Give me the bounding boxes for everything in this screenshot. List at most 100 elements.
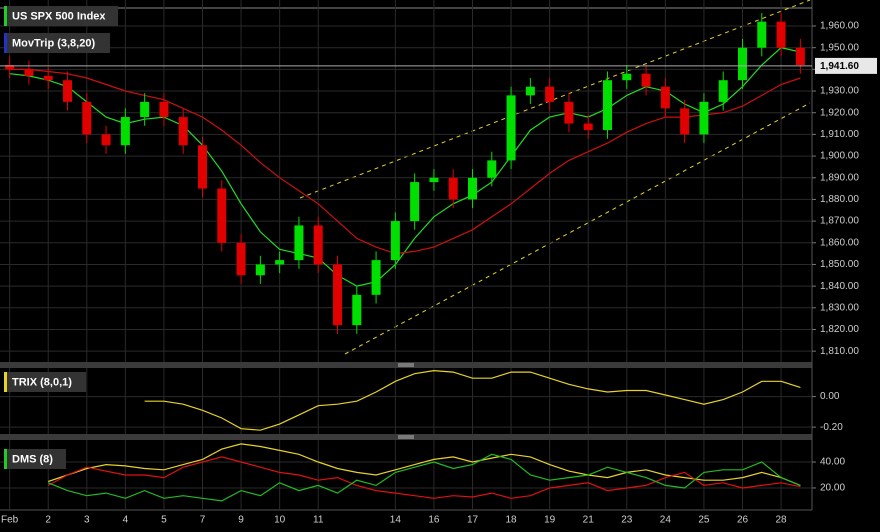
x-tick-label: 4: [123, 515, 129, 526]
line: [9, 68, 801, 255]
legend: US SPX 500 Index MovTrip (3,8,20) TRIX (…: [4, 6, 118, 469]
x-tick-label: 11: [313, 515, 324, 526]
legend-marker: [4, 33, 7, 53]
candle-body: [24, 69, 34, 76]
legend-marker: [4, 449, 7, 469]
candle-body: [159, 101, 169, 118]
y-tick-label: 20.00: [820, 483, 845, 494]
candle-body: [101, 134, 111, 146]
candle-body: [410, 182, 420, 222]
x-tick-label: 19: [544, 515, 556, 526]
y-tick-label: 1,960.00: [820, 21, 859, 32]
x-tick-label: 5: [161, 515, 167, 526]
candle-body: [545, 86, 555, 102]
candle-body: [390, 221, 400, 261]
candle-body: [255, 264, 265, 276]
legend-label: US SPX 500 Index: [12, 10, 106, 22]
legend-marker: [4, 372, 7, 392]
x-tick-label: 3: [84, 515, 90, 526]
candle-body: [236, 242, 246, 276]
channel-line: [344, 102, 811, 355]
y-tick-label: 1,890.00: [820, 172, 859, 183]
line: [47, 453, 801, 502]
candle-body: [198, 145, 207, 189]
candle-body: [43, 75, 53, 81]
resize-handle[interactable]: [398, 363, 414, 439]
candle-body: [448, 177, 458, 200]
candle-body: [294, 225, 304, 261]
y-tick-label: 1,820.00: [820, 324, 859, 335]
y-tick-label: 1,910.00: [820, 129, 859, 140]
x-tick-label: 9: [238, 515, 244, 526]
candle-body: [699, 101, 709, 135]
x-tick-label: 7: [200, 515, 206, 526]
x-tick-label: 18: [506, 515, 518, 526]
panel-divider: [0, 434, 812, 440]
candle-body: [333, 264, 342, 326]
legend-box: [4, 449, 66, 469]
y-tick-label: -0.20: [820, 422, 843, 433]
candle-body: [564, 101, 574, 124]
candle-body: [795, 47, 805, 66]
candle-body: [738, 47, 747, 81]
y-tick-label: 40.00: [820, 457, 845, 468]
legend-box: [4, 33, 110, 53]
candle-body: [583, 123, 593, 131]
x-tick-label: 28: [776, 515, 788, 526]
candle-body: [506, 95, 516, 161]
candle-body: [468, 177, 477, 200]
candle-body: [120, 117, 130, 146]
y-tick-label: 1,880.00: [820, 194, 859, 205]
y-tick-label: 0.00: [820, 391, 840, 402]
legend-label: MovTrip (3,8,20): [12, 37, 95, 49]
candle-body: [5, 65, 15, 70]
x-tick-label: 23: [621, 515, 633, 526]
y-tick-label: 1,860.00: [820, 237, 859, 248]
x-tick-label: 16: [428, 515, 440, 526]
legend-label: TRIX (8,0,1): [12, 376, 72, 388]
candle-body: [660, 86, 670, 109]
candle-body: [622, 73, 632, 81]
line: [144, 369, 801, 431]
x-tick-label: 14: [390, 515, 402, 526]
candle-body: [680, 108, 690, 135]
x-tick-label: 2: [45, 515, 51, 526]
x-tick-label: 26: [737, 515, 749, 526]
legend-label: DMS (8): [12, 453, 53, 465]
candle-body: [82, 101, 92, 135]
legend-marker: [4, 6, 7, 26]
last-price-box: [815, 57, 877, 74]
candle-body: [487, 160, 497, 178]
x-tick-label: 25: [698, 515, 710, 526]
x-tick-label: 24: [660, 515, 672, 526]
y-tick-label: 1,870.00: [820, 216, 859, 227]
candle-body: [371, 260, 381, 295]
candle-body: [429, 177, 439, 183]
y-tick-label: 1,810.00: [820, 346, 859, 357]
x-tick-label: 21: [583, 515, 595, 526]
candle-body: [217, 188, 227, 243]
candle-body: [525, 86, 535, 96]
candle-body: [63, 80, 72, 102]
candle-body: [313, 225, 323, 265]
candle-body: [718, 80, 728, 102]
candle-body: [603, 80, 612, 131]
y-tick-label: 1,930.00: [820, 86, 859, 97]
candle-body: [275, 260, 285, 265]
y-tick-label: 1,920.00: [820, 107, 859, 118]
candle-body: [757, 21, 767, 48]
y-tick-label: 1,950.00: [820, 42, 859, 53]
candle-body: [641, 73, 651, 87]
y-tick-label: 1,840.00: [820, 281, 859, 292]
candle-body: [140, 101, 150, 118]
x-tick-label: 17: [467, 515, 479, 526]
y-tick-label: 1,900.00: [820, 151, 859, 162]
legend-box: [4, 372, 86, 392]
candle-body: [178, 117, 188, 146]
panel-divider: [0, 362, 812, 368]
candle-body: [776, 21, 786, 48]
x-tick-label: Feb: [1, 515, 19, 526]
channel-line: [299, 0, 811, 199]
